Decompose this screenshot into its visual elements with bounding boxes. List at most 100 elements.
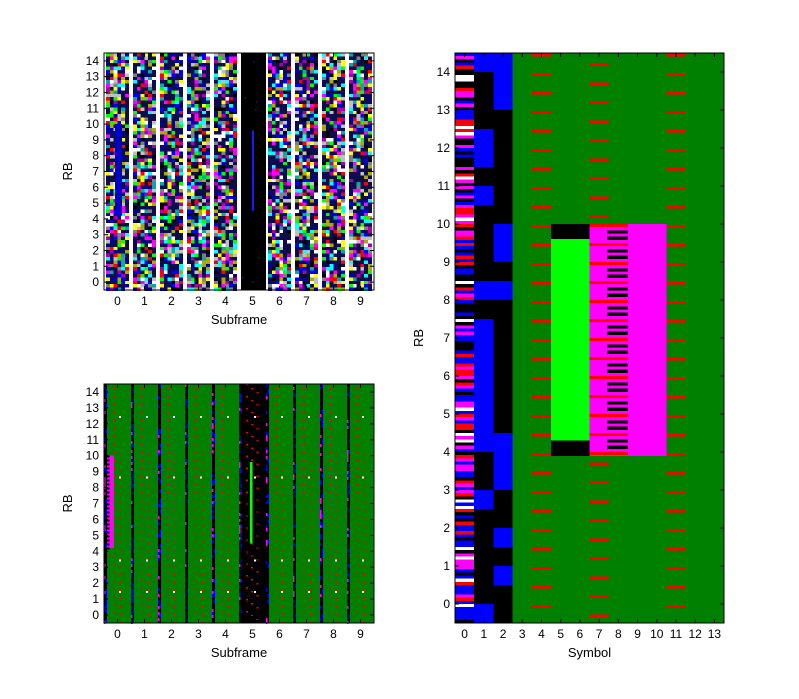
noise-cell (217, 127, 222, 132)
noise-cell (229, 165, 233, 169)
noise-cell (133, 226, 137, 230)
noise-cell (148, 70, 152, 74)
reference-dot (256, 487, 259, 489)
noise-cell (206, 233, 210, 237)
noise-cell (356, 195, 361, 200)
noise-cell (283, 267, 287, 271)
noise-cell (268, 263, 272, 268)
noise-cell (233, 151, 237, 155)
control-cell (294, 494, 297, 498)
noise-cell (133, 253, 137, 257)
reference-dot (167, 611, 170, 613)
noise-cell (329, 158, 334, 162)
noise-cell (287, 206, 291, 210)
noise-cell (148, 270, 152, 274)
control-cell (348, 449, 351, 453)
control-cell (104, 411, 106, 414)
reference-dot (363, 430, 366, 433)
noise-cell (322, 250, 326, 254)
noise-cell (352, 270, 357, 274)
noise-cell (125, 165, 129, 169)
control-cell (320, 537, 322, 540)
reference-dot (329, 603, 332, 605)
noise-cell (109, 202, 114, 206)
noise-cell (221, 236, 226, 240)
noise-cell (360, 175, 365, 179)
reference-dot (113, 547, 116, 549)
noise-cell (364, 70, 368, 74)
noise-cell (202, 284, 206, 288)
control-cell (240, 534, 243, 538)
noise-cell (187, 212, 191, 217)
noise-cell (106, 70, 110, 74)
noise-cell (133, 158, 137, 162)
noise-cell (306, 53, 311, 57)
reference-dot (140, 499, 143, 501)
noise-cell (229, 182, 233, 186)
noise-cell (136, 287, 141, 291)
control-cell (132, 524, 135, 528)
noise-cell (206, 117, 210, 121)
control-cell (239, 396, 241, 399)
reference-dot (336, 422, 339, 425)
noise-cell (194, 199, 199, 203)
noise-cell (133, 117, 137, 121)
noise-cell (214, 104, 218, 108)
noise-cell (356, 110, 361, 115)
noise-cell (225, 53, 230, 57)
noise-cell (125, 168, 129, 172)
noise-cell (352, 117, 357, 121)
noise-cell (109, 151, 114, 155)
noise-cell (279, 236, 284, 240)
noise-cell (125, 59, 129, 64)
reference-dot (302, 403, 305, 406)
noise-cell (283, 280, 287, 285)
noise-cell (113, 83, 118, 87)
noise-cell (271, 97, 276, 101)
noise-cell (298, 253, 303, 257)
noise-cell (268, 226, 272, 230)
noise-cell (163, 206, 168, 210)
control-cell (321, 514, 324, 518)
noise-cell (125, 70, 129, 74)
noise-cell (352, 155, 357, 159)
noise-cell (283, 124, 287, 128)
noise-cell (133, 246, 137, 251)
noise-cell (229, 263, 233, 268)
noise-cell (349, 287, 353, 291)
reference-dot (174, 446, 177, 448)
subframe-column (293, 384, 312, 624)
noise-cell (341, 76, 345, 81)
noise-cell (171, 209, 176, 213)
control-cell (239, 471, 241, 474)
noise-cell (117, 80, 122, 84)
noise-cell (163, 100, 168, 104)
noise-cell (206, 209, 210, 213)
noise-cell (117, 236, 122, 240)
noise-cell (175, 209, 179, 213)
noise-cell (333, 104, 338, 108)
control-cell (158, 435, 160, 438)
noise-cell (113, 87, 118, 91)
top-left-y-tick-label: 12 (86, 86, 100, 100)
noise-cell (310, 287, 314, 291)
noise-cell (356, 158, 361, 162)
noise-cell (125, 131, 129, 135)
noise-cell (121, 93, 125, 98)
noise-cell (121, 189, 125, 193)
noise-cell (144, 219, 149, 223)
reference-dot (194, 443, 197, 445)
noise-cell (133, 144, 137, 149)
noise-cell (268, 114, 272, 118)
control-cell (185, 426, 187, 429)
noise-cell (148, 63, 152, 67)
noise-cell (217, 226, 222, 230)
noise-cell (171, 192, 176, 196)
noise-cell (187, 83, 191, 87)
reference-dot (251, 423, 254, 426)
control-cell (320, 516, 322, 519)
control-cell (294, 604, 297, 608)
noise-cell (356, 151, 361, 155)
noise-cell (144, 66, 149, 70)
control-cell (185, 495, 187, 498)
